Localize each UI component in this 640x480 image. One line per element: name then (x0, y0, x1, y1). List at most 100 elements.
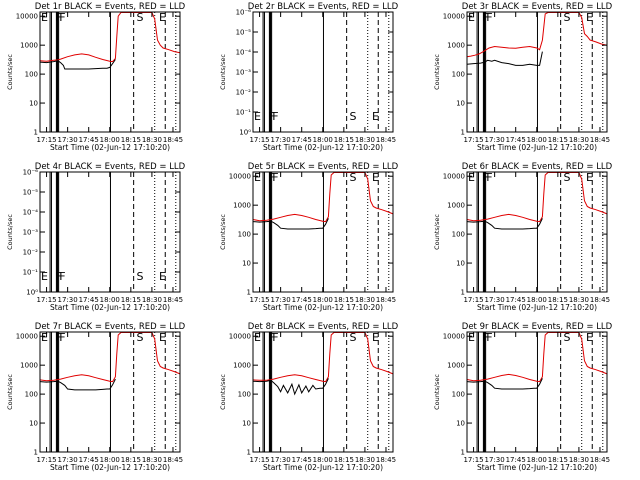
x-tick-label: 17:15 (249, 456, 269, 464)
marker-label: E (159, 11, 166, 24)
y-tick-label: 10 (29, 100, 38, 108)
y-tick-label: 1000 (233, 202, 251, 210)
lld-series-line (252, 332, 394, 383)
y-tick-label: 10⁻¹ (236, 109, 252, 117)
x-tick-label: 17:45 (79, 136, 99, 144)
marker-label: S (350, 110, 357, 123)
y-tick-label: 1000 (20, 42, 38, 50)
lld-series-line (252, 172, 394, 223)
y-axis-label: Counts/sec (219, 54, 227, 90)
x-tick-label: 17:15 (249, 136, 269, 144)
y-tick-label: 100 (238, 391, 251, 399)
marker-label: F (272, 110, 278, 123)
y-axis-label: Counts/sec (219, 374, 227, 410)
x-tick-label: 17:45 (292, 456, 312, 464)
x-axis-label: Start Time (02-Jun-12 17:10:20) (477, 463, 597, 472)
marker-label: E (254, 331, 261, 344)
x-tick-label: 18:15 (121, 296, 141, 304)
marker-label: F (486, 11, 492, 24)
x-tick-label: 18:45 (376, 296, 396, 304)
marker-label: E (41, 11, 48, 24)
events-series-line (39, 59, 116, 70)
marker-label: F (486, 331, 492, 344)
marker-label: E (372, 331, 379, 344)
marker-label: E (41, 331, 48, 344)
y-tick-label: 1 (461, 129, 465, 137)
x-tick-label: 18:30 (142, 296, 162, 304)
marker-label: E (586, 171, 593, 184)
y-tick-label: 10⁰ (26, 289, 38, 297)
panel-title: Det 9r BLACK = Events, RED = LLD (462, 322, 613, 332)
x-tick-label: 17:45 (506, 136, 526, 144)
x-tick-label: 18:00 (527, 456, 547, 464)
marker-label: S (137, 270, 144, 283)
marker-label: F (268, 171, 274, 184)
y-tick-label: 10000 (229, 333, 251, 341)
marker-label: S (350, 171, 357, 184)
marker-label: E (586, 11, 593, 24)
marker-label: E (468, 331, 475, 344)
y-tick-label: 100 (238, 231, 251, 239)
x-axis-label: Start Time (02-Jun-12 17:10:20) (477, 303, 597, 312)
x-tick-label: 18:00 (527, 296, 547, 304)
marker-label: E (159, 270, 166, 283)
x-tick-label: 17:30 (485, 456, 505, 464)
marker-label: S (350, 331, 357, 344)
marker-label: E (254, 110, 261, 123)
x-axis-label: Start Time (02-Jun-12 17:10:20) (263, 303, 383, 312)
y-axis-label: Counts/sec (6, 214, 14, 250)
marker-label: S (137, 331, 144, 344)
y-tick-label: 10 (456, 420, 465, 428)
x-tick-label: 18:30 (142, 456, 162, 464)
y-tick-label: 1 (34, 449, 38, 457)
x-tick-label: 18:15 (548, 456, 568, 464)
x-tick-label: 17:15 (463, 136, 483, 144)
x-tick-label: 17:30 (58, 456, 78, 464)
marker-label: E (41, 270, 48, 283)
y-tick-label: 1 (247, 449, 251, 457)
y-tick-label: 10000 (443, 333, 465, 341)
x-tick-label: 17:15 (463, 296, 483, 304)
x-tick-label: 18:15 (334, 136, 354, 144)
marker-label: E (372, 110, 379, 123)
marker-label: E (468, 171, 475, 184)
x-tick-label: 18:00 (100, 136, 120, 144)
marker-label: F (55, 331, 61, 344)
y-tick-label: 10⁻³ (23, 229, 39, 237)
x-tick-label: 18:45 (590, 136, 610, 144)
x-tick-label: 17:15 (36, 136, 56, 144)
panel-title: Det 8r BLACK = Events, RED = LLD (248, 322, 399, 332)
x-tick-label: 17:30 (485, 296, 505, 304)
y-tick-label: 10⁻² (23, 249, 39, 257)
y-tick-label: 1 (461, 289, 465, 297)
marker-label: S (137, 11, 144, 24)
lld-series-line (466, 12, 608, 58)
y-axis-label: Counts/sec (219, 214, 227, 250)
y-tick-label: 10⁻¹ (23, 269, 39, 277)
x-tick-label: 18:30 (355, 456, 375, 464)
marker-label: F (482, 171, 488, 184)
x-tick-label: 17:15 (249, 296, 269, 304)
y-tick-label: 1 (461, 449, 465, 457)
x-tick-label: 17:45 (79, 296, 99, 304)
x-tick-label: 17:15 (463, 456, 483, 464)
events-series-line (466, 218, 543, 230)
x-tick-label: 18:30 (569, 456, 589, 464)
y-tick-label: 10000 (16, 333, 38, 341)
y-tick-label: 1000 (447, 42, 465, 50)
x-tick-label: 17:45 (292, 296, 312, 304)
y-tick-label: 10⁰ (239, 129, 251, 137)
y-tick-label: 10 (242, 420, 251, 428)
y-tick-label: 10⁻⁵ (23, 189, 39, 197)
y-axis-label: Counts/sec (433, 54, 441, 90)
x-tick-label: 18:45 (590, 456, 610, 464)
y-tick-label: 10 (29, 420, 38, 428)
x-tick-label: 17:30 (58, 296, 78, 304)
